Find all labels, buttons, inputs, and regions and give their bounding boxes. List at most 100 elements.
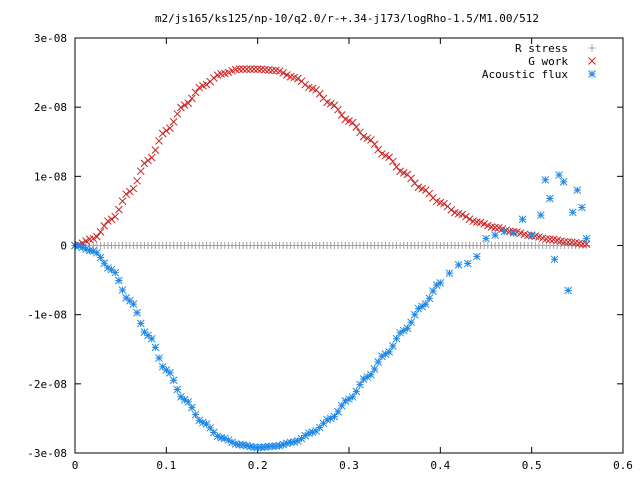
data-point bbox=[308, 428, 317, 437]
legend-label: Acoustic flux bbox=[482, 68, 568, 81]
data-point bbox=[578, 240, 587, 248]
data-point bbox=[250, 65, 258, 73]
data-point bbox=[239, 441, 247, 449]
data-point bbox=[301, 80, 310, 89]
data-point bbox=[440, 199, 448, 208]
data-point bbox=[89, 247, 98, 255]
y-tick-label: 0 bbox=[60, 240, 67, 253]
data-point bbox=[500, 227, 509, 236]
data-point bbox=[82, 245, 90, 253]
data-point bbox=[104, 264, 112, 272]
data-point bbox=[315, 423, 324, 432]
data-point bbox=[188, 94, 196, 103]
data-point bbox=[550, 255, 559, 264]
data-point bbox=[144, 156, 152, 165]
data-point bbox=[235, 440, 244, 449]
y-tick-label: -3e-08 bbox=[27, 447, 67, 460]
data-point bbox=[573, 186, 582, 195]
data-point bbox=[217, 433, 225, 442]
data-point bbox=[118, 197, 127, 205]
data-point bbox=[326, 414, 335, 423]
data-point bbox=[445, 269, 454, 278]
data-point bbox=[133, 308, 141, 317]
data-point bbox=[257, 65, 266, 74]
data-point bbox=[418, 302, 426, 311]
data-point bbox=[96, 228, 105, 236]
data-point bbox=[184, 99, 193, 108]
data-point bbox=[261, 443, 269, 451]
data-point bbox=[293, 437, 302, 445]
data-point bbox=[96, 253, 105, 262]
data-point bbox=[509, 229, 518, 237]
data-point bbox=[209, 428, 218, 437]
data-point bbox=[348, 393, 357, 401]
data-point bbox=[166, 124, 174, 133]
data-point bbox=[89, 234, 98, 243]
data-point bbox=[447, 206, 456, 214]
data-point bbox=[82, 237, 90, 245]
data-point bbox=[268, 442, 277, 451]
data-point bbox=[169, 117, 178, 126]
data-point bbox=[104, 217, 112, 225]
data-point bbox=[162, 366, 171, 374]
data-point bbox=[491, 231, 499, 239]
data-point bbox=[246, 65, 255, 73]
data-point bbox=[352, 123, 361, 131]
legend-marker bbox=[588, 57, 596, 65]
data-point bbox=[118, 286, 127, 294]
data-point bbox=[74, 242, 83, 250]
series-r-stress bbox=[71, 242, 590, 249]
data-point bbox=[220, 434, 229, 443]
data-point bbox=[107, 215, 116, 224]
data-point bbox=[133, 176, 141, 185]
data-point bbox=[378, 352, 386, 361]
y-tick-label: 3e-08 bbox=[34, 32, 67, 45]
data-point bbox=[253, 443, 262, 452]
data-point bbox=[177, 393, 185, 401]
data-point bbox=[199, 418, 207, 427]
data-point bbox=[385, 347, 394, 356]
data-point bbox=[388, 342, 397, 350]
x-tick-label: 0.2 bbox=[248, 459, 268, 472]
data-point bbox=[482, 234, 490, 243]
data-point bbox=[224, 436, 233, 445]
data-point bbox=[546, 194, 554, 203]
data-point bbox=[454, 261, 463, 269]
data-point bbox=[403, 324, 412, 333]
data-marks bbox=[71, 65, 591, 452]
data-point bbox=[399, 326, 408, 335]
data-point bbox=[370, 140, 379, 149]
data-point bbox=[293, 74, 302, 83]
data-point bbox=[177, 103, 185, 112]
data-point bbox=[195, 83, 204, 92]
data-point bbox=[191, 88, 200, 97]
data-point bbox=[158, 129, 167, 138]
data-point bbox=[414, 304, 423, 313]
data-point bbox=[129, 184, 138, 193]
data-point bbox=[242, 441, 251, 450]
data-point bbox=[304, 429, 313, 438]
data-point bbox=[582, 234, 591, 243]
data-point bbox=[162, 126, 171, 135]
data-point bbox=[319, 419, 328, 428]
data-point bbox=[228, 438, 236, 447]
data-point bbox=[564, 238, 573, 246]
data-point bbox=[323, 415, 331, 424]
data-point bbox=[473, 252, 481, 261]
data-point bbox=[250, 443, 258, 452]
x-tick-label: 0.1 bbox=[156, 459, 176, 472]
data-point bbox=[421, 300, 430, 308]
data-point bbox=[268, 66, 277, 75]
data-point bbox=[136, 167, 145, 176]
data-point bbox=[173, 385, 182, 394]
data-point bbox=[559, 178, 568, 186]
data-point bbox=[341, 397, 350, 405]
data-point bbox=[111, 268, 120, 277]
data-point bbox=[184, 398, 193, 406]
data-point bbox=[147, 153, 156, 162]
data-point bbox=[209, 74, 218, 82]
data-point bbox=[560, 237, 569, 246]
y-tick-label: -2e-08 bbox=[27, 378, 67, 391]
